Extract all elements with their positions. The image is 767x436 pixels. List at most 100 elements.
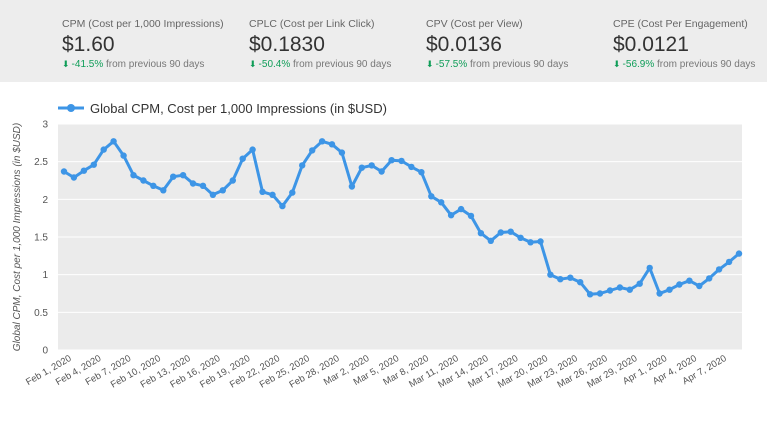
data-point[interactable] [606,287,614,294]
data-point[interactable] [547,271,554,278]
arrow-down-icon: ⬇ [249,59,257,69]
data-point[interactable] [309,147,316,154]
y-tick-label: 0.5 [34,308,48,319]
data-point[interactable] [447,212,455,219]
data-point[interactable] [289,189,296,196]
data-point[interactable] [209,191,217,198]
data-point[interactable] [219,187,226,194]
kpi-change-percent: -57.5% [435,59,468,70]
data-point[interactable] [418,169,425,176]
data-point[interactable] [527,239,534,246]
data-point[interactable] [318,138,326,145]
data-point[interactable] [199,182,207,189]
data-point[interactable] [239,155,246,162]
data-point[interactable] [388,157,395,164]
y-axis-ticks: 0 0.5 1 1.5 2 2.5 3 [34,120,48,357]
kpi-value: $0.0136 [426,33,502,56]
data-point[interactable] [497,229,504,236]
data-point[interactable] [487,237,494,244]
y-tick-label: 2 [42,195,48,206]
legend[interactable]: Global CPM, Cost per 1,000 Impressions (… [58,101,387,116]
data-point[interactable] [110,138,117,145]
data-point[interactable] [696,282,703,290]
data-point[interactable] [150,182,157,189]
data-point[interactable] [537,238,544,245]
kpi-value: $1.60 [62,33,115,56]
data-point[interactable] [715,266,723,273]
kpi-change-suffix: from previous 90 days [106,59,205,70]
data-point[interactable] [160,187,167,194]
kpi-label: CPM (Cost per 1,000 Impressions) [62,18,224,30]
kpi-change-percent: -56.9% [622,59,655,70]
data-point[interactable] [259,188,266,195]
data-point[interactable] [189,180,197,187]
data-point[interactable] [735,250,743,257]
data-point[interactable] [656,290,663,297]
data-point[interactable] [70,174,78,181]
data-point[interactable] [586,291,594,298]
data-point[interactable] [706,275,713,282]
y-tick-label: 3 [42,120,48,131]
y-tick-label: 1.5 [34,233,48,244]
data-point[interactable] [338,149,346,156]
data-point[interactable] [358,164,365,171]
kpi-change: ⬇ -56.9% from previous 90 days [613,59,755,70]
data-point[interactable] [477,230,485,237]
data-point[interactable] [646,264,653,272]
data-point[interactable] [438,199,445,206]
data-point[interactable] [666,286,673,293]
data-point[interactable] [140,177,147,184]
data-point[interactable] [90,161,98,168]
data-point[interactable] [676,281,683,288]
arrow-down-icon: ⬇ [613,59,621,69]
data-point[interactable] [725,258,733,266]
data-point[interactable] [428,193,435,200]
data-point[interactable] [368,162,375,169]
data-point[interactable] [467,212,475,220]
legend-marker [67,104,75,112]
data-point[interactable] [517,234,524,241]
y-tick-label: 2.5 [34,157,48,168]
series-global-cpm[interactable] [60,138,743,298]
data-point[interactable] [229,177,236,184]
kpi-label: CPV (Cost per View) [426,18,523,30]
data-point[interactable] [557,276,564,283]
kpi-value: $0.0121 [613,33,689,56]
data-point[interactable] [596,290,604,297]
data-point[interactable] [100,146,107,153]
data-point[interactable] [249,146,256,153]
data-point[interactable] [398,157,405,165]
data-point[interactable] [269,191,276,198]
arrow-down-icon: ⬇ [62,59,70,69]
data-point[interactable] [279,202,286,210]
data-point[interactable] [299,162,306,169]
data-point[interactable] [457,205,465,213]
data-point[interactable] [567,274,574,281]
data-point[interactable] [328,141,336,148]
kpi-label: CPLC (Cost per Link Click) [249,18,375,30]
data-point[interactable] [179,172,187,179]
cpm-line-chart[interactable]: Global CPM, Cost per 1,000 Impressions (… [0,82,767,431]
kpi-label: CPE (Cost Per Engagement) [613,18,748,30]
data-point[interactable] [120,152,127,159]
data-point[interactable] [507,228,514,235]
data-point[interactable] [378,168,385,175]
kpi-change-suffix: from previous 90 days [293,59,392,70]
data-point[interactable] [130,172,137,179]
data-point[interactable] [348,183,356,190]
data-point[interactable] [170,173,177,180]
kpi-change-suffix: from previous 90 days [657,59,756,70]
data-point[interactable] [408,163,415,171]
data-point[interactable] [577,279,584,286]
kpi-change-suffix: from previous 90 days [470,59,569,70]
data-point[interactable] [616,284,624,291]
data-point[interactable] [636,280,643,287]
kpi-change: ⬇ -57.5% from previous 90 days [426,59,568,70]
data-point[interactable] [80,167,88,174]
data-point[interactable] [686,277,693,284]
kpi-change-percent: -41.5% [71,59,104,70]
y-tick-label: 0 [42,346,48,357]
data-point[interactable] [60,168,68,175]
data-point[interactable] [626,286,633,293]
